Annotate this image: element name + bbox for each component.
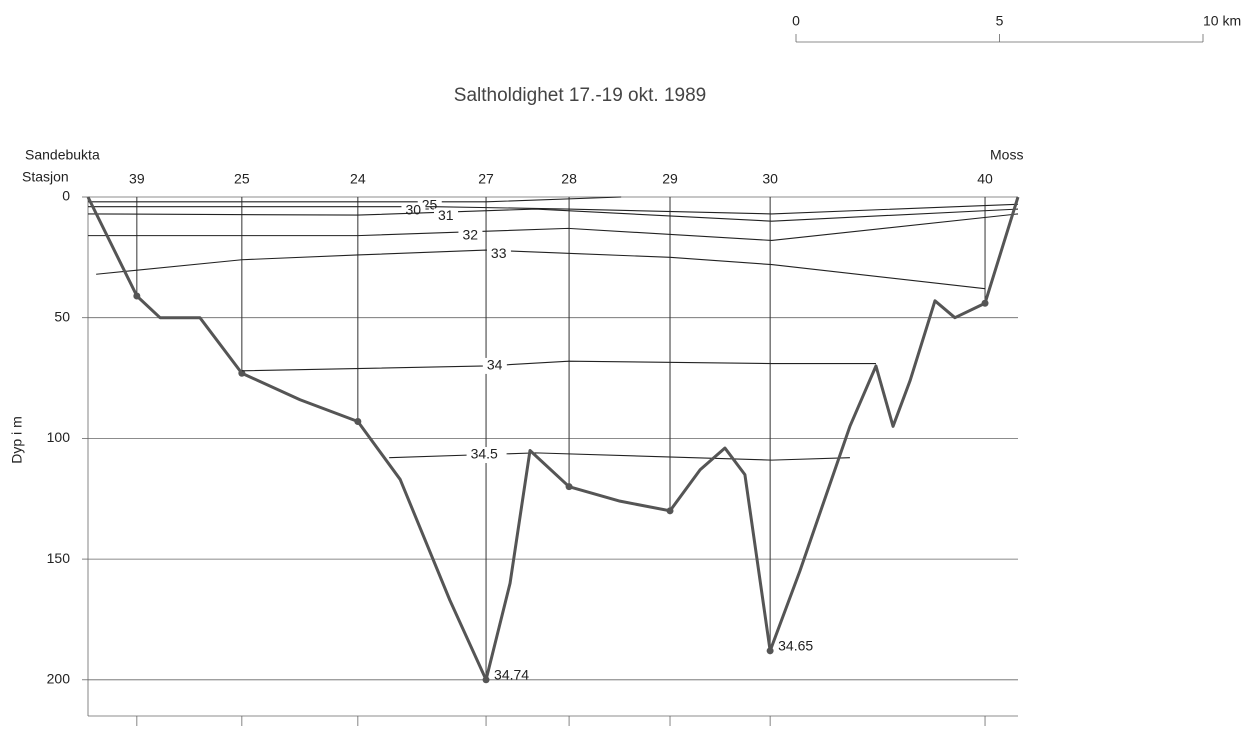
station-label: 30 [762,171,778,187]
isohaline [241,360,876,372]
y-tick-label: 0 [62,188,70,204]
isohaline-label-bg [458,228,483,245]
station-label: 27 [478,171,494,187]
scale-tick-label: 5 [996,13,1004,29]
isohaline-label: 33 [491,245,507,261]
chart-title: Saltholdighet 17.-19 okt. 1989 [454,85,706,106]
isohaline [87,208,1019,222]
isohaline-label: 32 [462,227,478,243]
station-label: 29 [662,171,678,187]
right-label: Moss [990,147,1023,163]
isohaline-label-bg [434,208,459,225]
station-label: 39 [129,171,145,187]
station-label: 40 [977,171,993,187]
y-tick-label: 200 [47,670,71,686]
bottom-profile [86,196,1020,682]
isohaline-label-bg [482,357,507,374]
left-label: Sandebukta [25,147,100,163]
isohaline [88,196,622,203]
isohaline-label: 31 [438,207,454,223]
isohaline-label-bg [466,447,507,464]
station-label: 28 [561,171,577,187]
isohaline-label-bg [401,202,426,219]
isohaline [389,452,850,461]
y-tick-label: 100 [47,429,71,445]
isohaline-label: 25 [422,197,438,213]
annotation: 34.65 [778,638,813,654]
station-label: 25 [234,171,250,187]
isohaline [88,203,1019,215]
annotation: 34.74 [494,666,529,682]
y-tick-label: 50 [54,308,70,324]
isohaline-label-bg [486,246,511,263]
y-tick-label: 150 [47,550,71,566]
isohaline [88,213,1019,242]
station-label: 24 [350,171,366,187]
isohaline-label: 34.5 [471,446,498,462]
isohaline [96,249,986,290]
isohaline-label: 30 [405,201,421,217]
scale-tick-label: 0 [792,13,800,29]
scale-tick-label: 10 km [1203,13,1241,29]
station-title: Stasjon [22,169,69,185]
isohaline-label: 34 [487,357,503,373]
y-axis-label: Dyp i m [9,416,25,463]
